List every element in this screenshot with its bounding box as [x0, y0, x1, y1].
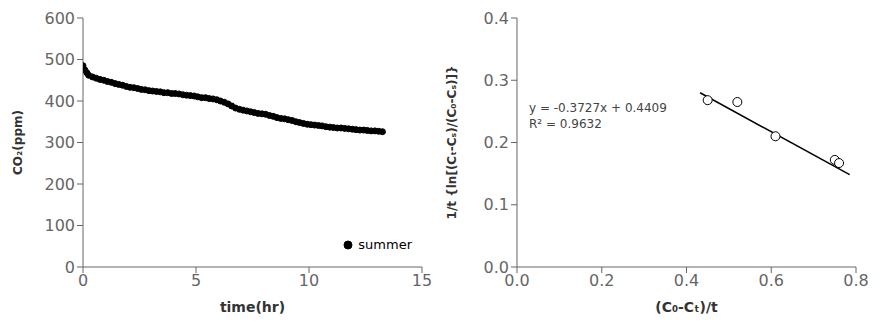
svg-text:10: 10 [299, 271, 319, 290]
svg-text:0.2: 0.2 [589, 271, 614, 290]
svg-text:200: 200 [44, 175, 75, 194]
svg-text:(C₀-Cₜ)/t: (C₀-Cₜ)/t [655, 299, 718, 315]
html-text:R² = 0.9632: R² = 0.9632 [529, 117, 602, 132]
svg-text:0.3: 0.3 [484, 71, 509, 90]
svg-text:300: 300 [44, 133, 75, 152]
svg-text:0.4: 0.4 [484, 9, 509, 28]
svg-text:0.6: 0.6 [759, 271, 784, 290]
svg-text:5: 5 [191, 271, 201, 290]
svg-text:0.2: 0.2 [484, 133, 509, 152]
html-text:y = -0.3727x + 0.4409: y = -0.3727x + 0.4409 [529, 101, 667, 116]
svg-text:0: 0 [65, 258, 75, 277]
svg-text:0.8: 0.8 [843, 271, 868, 290]
svg-text:500: 500 [44, 50, 75, 69]
svg-text:15: 15 [412, 271, 432, 290]
html-text:summer: summer [358, 237, 412, 252]
svg-text:400: 400 [44, 92, 75, 111]
svg-text:0.0: 0.0 [484, 258, 509, 277]
svg-text:0.1: 0.1 [484, 195, 509, 214]
svg-text:CO₂(ppm): CO₂(ppm) [11, 110, 25, 175]
svg-text:1/t {ln[(Cₜ-Cₛ)/(C₀-Cₛ)]}: 1/t {ln[(Cₜ-Cₛ)/(C₀-Cₛ)]} [445, 66, 459, 220]
svg-text:0.0: 0.0 [504, 271, 530, 291]
svg-text:0.4: 0.4 [674, 271, 699, 290]
svg-text:time(hr): time(hr) [220, 299, 285, 315]
svg-text:0: 0 [78, 271, 88, 290]
svg-text:100: 100 [44, 216, 75, 235]
svg-text:600: 600 [44, 9, 75, 28]
